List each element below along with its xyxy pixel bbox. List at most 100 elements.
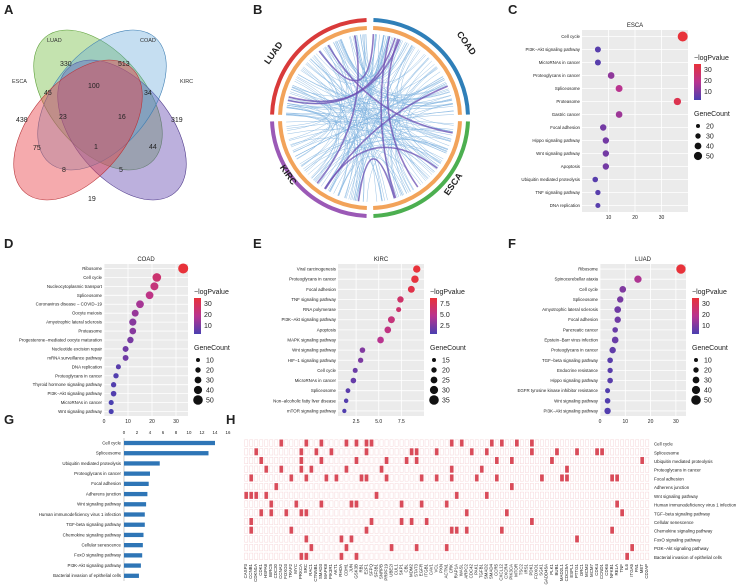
y-tick-label: MicroRNAs in cancer bbox=[61, 400, 103, 405]
heatmap-cell bbox=[289, 465, 294, 473]
heatmap-cell bbox=[409, 465, 414, 473]
heatmap-cell bbox=[339, 448, 344, 456]
heatmap-cell bbox=[535, 517, 539, 525]
heatmap-cell bbox=[595, 474, 599, 482]
heatmap-cell bbox=[259, 544, 264, 552]
heatmap-cell bbox=[484, 535, 489, 543]
heatmap-cell bbox=[399, 526, 404, 534]
data-point bbox=[607, 377, 613, 384]
y-tick-label: Nucleocytoplasmic transport bbox=[47, 284, 103, 289]
heatmap-cell bbox=[515, 456, 519, 464]
data-point bbox=[604, 407, 611, 415]
column-label: CTNNB1 bbox=[313, 563, 318, 581]
column-label: CCNB1 bbox=[248, 563, 253, 578]
heatmap-cell bbox=[429, 500, 434, 508]
heatmap-cell bbox=[304, 439, 309, 447]
panel-label-f: F bbox=[508, 236, 516, 251]
heatmap-cell bbox=[314, 491, 319, 499]
heatmap-cell bbox=[254, 448, 259, 456]
x-tick-label: 4 bbox=[149, 430, 152, 435]
heatmap-cell bbox=[615, 509, 619, 517]
heatmap-cell bbox=[439, 552, 444, 560]
circos-link bbox=[286, 106, 331, 151]
heatmap-cell bbox=[374, 456, 379, 464]
heatmap-cell bbox=[570, 509, 574, 517]
heatmap-cell bbox=[545, 474, 549, 482]
legend-size-label: 30 bbox=[206, 378, 214, 385]
heatmap-cell bbox=[364, 535, 369, 543]
heatmap-cell bbox=[515, 474, 519, 482]
legend-size-label: 40 bbox=[704, 388, 712, 395]
heatmap-cell bbox=[269, 439, 274, 447]
heatmap-cell bbox=[319, 474, 324, 482]
y-tick-label: DNA replication bbox=[72, 364, 103, 369]
heatmap-cell bbox=[354, 517, 359, 525]
heatmap-cell bbox=[499, 517, 504, 525]
heatmap-cell bbox=[560, 526, 564, 534]
column-label: RHOA bbox=[338, 564, 343, 577]
heatmap-cell bbox=[359, 517, 364, 525]
heatmap-cell bbox=[439, 456, 444, 464]
heatmap-cell bbox=[550, 439, 554, 447]
heatmap-cell bbox=[454, 483, 459, 491]
data-point bbox=[152, 273, 162, 282]
circos-link bbox=[291, 38, 398, 148]
heatmap-cell bbox=[555, 535, 559, 543]
heatmap-cell bbox=[389, 448, 394, 456]
heatmap-cell bbox=[635, 544, 640, 552]
heatmap-cell bbox=[364, 465, 369, 473]
heatmap-cell bbox=[620, 526, 624, 534]
heatmap-cell bbox=[364, 439, 369, 447]
heatmap-cell bbox=[284, 465, 289, 473]
circos-link bbox=[291, 86, 382, 202]
heatmap-cell bbox=[630, 535, 635, 543]
data-point bbox=[594, 46, 601, 53]
heatmap-cell bbox=[510, 517, 514, 525]
column-label: CAV1 bbox=[428, 563, 433, 575]
heatmap-cell bbox=[474, 483, 479, 491]
bar bbox=[124, 512, 145, 517]
column-label: HSPA8 bbox=[263, 563, 268, 578]
heatmap-cell bbox=[479, 500, 484, 508]
heatmap-cell bbox=[304, 465, 309, 473]
heatmap-cell bbox=[530, 474, 534, 482]
heatmap-cell bbox=[595, 500, 599, 508]
heatmap-cell bbox=[580, 456, 584, 464]
column-label: ITGA5 bbox=[629, 563, 634, 576]
heatmap-cell bbox=[399, 456, 404, 464]
heatmap-cell bbox=[520, 544, 524, 552]
heatmap-cell bbox=[459, 509, 464, 517]
heatmap-cell bbox=[504, 544, 509, 552]
heatmap-cell bbox=[294, 526, 299, 534]
heatmap-cell bbox=[309, 483, 314, 491]
legend-color-tick: 2.5 bbox=[440, 323, 450, 330]
heatmap-cell bbox=[585, 526, 589, 534]
heatmap-cell bbox=[299, 509, 304, 517]
heatmap-cell bbox=[404, 456, 409, 464]
column-label: RAC1 bbox=[308, 563, 313, 575]
heatmap-cell bbox=[384, 517, 389, 525]
heatmap-cell bbox=[464, 448, 469, 456]
heatmap-cell bbox=[610, 448, 614, 456]
heatmap-cell bbox=[555, 544, 559, 552]
heatmap-cell bbox=[249, 491, 254, 499]
x-tick-label: 0 bbox=[123, 430, 126, 435]
x-tick-label: 14 bbox=[213, 430, 218, 435]
heatmap-cell bbox=[575, 483, 579, 491]
legend-size-label: 50 bbox=[206, 398, 214, 405]
heatmap-cell bbox=[479, 439, 484, 447]
heatmap-cell bbox=[384, 439, 389, 447]
legend-size-label: 50 bbox=[706, 154, 714, 161]
circos-link bbox=[296, 76, 451, 141]
heatmap-cell bbox=[454, 509, 459, 517]
heatmap-cell bbox=[434, 535, 439, 543]
heatmap-cell bbox=[284, 491, 289, 499]
heatmap-cell bbox=[645, 552, 650, 560]
data-point bbox=[615, 85, 623, 92]
heatmap-cell bbox=[645, 535, 650, 543]
legend-color-title: −logPvalue bbox=[430, 289, 465, 296]
data-point bbox=[602, 137, 610, 144]
heatmap-cell bbox=[254, 439, 259, 447]
legend-colorbar bbox=[694, 64, 701, 100]
heatmap-cell bbox=[540, 517, 544, 525]
